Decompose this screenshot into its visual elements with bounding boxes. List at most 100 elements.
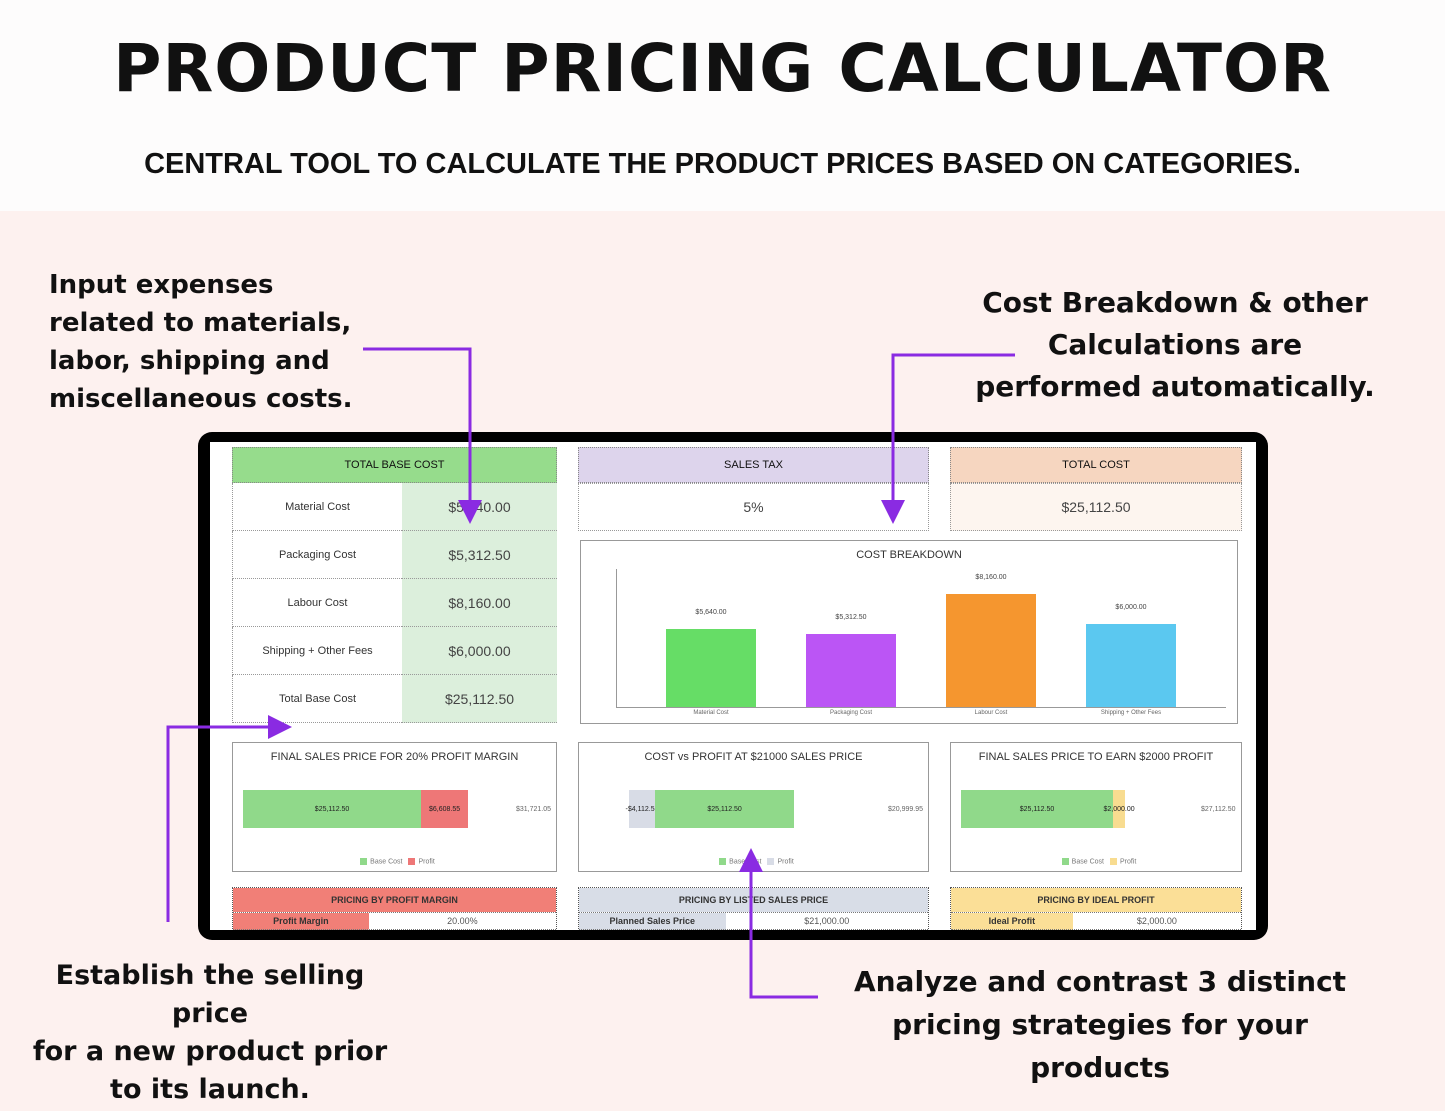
pricing-table: PRICING BY PROFIT MARGIN Profit Margin 20.… bbox=[232, 887, 557, 930]
cost-breakdown-chart: COST BREAKDOWN $5,640.00 Material Cost $5,… bbox=[580, 540, 1238, 724]
arrow-breakdown bbox=[881, 353, 1015, 524]
note-line: related to materials, bbox=[49, 308, 352, 338]
base-cost-value[interactable]: $6,000.00 bbox=[402, 627, 557, 675]
note-line: labor, shipping and bbox=[49, 346, 330, 376]
base-cost-label: Material Cost bbox=[232, 483, 402, 531]
page-title: PRODUCT PRICING CALCULATOR bbox=[113, 30, 1332, 107]
page-subtitle: CENTRAL TOOL TO CALCULATE THE PRODUCT PR… bbox=[144, 148, 1301, 180]
note-cost-breakdown: Cost Breakdown & other Calculations are … bbox=[960, 282, 1390, 408]
total-label: $20,999.95 bbox=[888, 806, 924, 813]
legend: Base Cost Profit bbox=[951, 857, 1241, 865]
sales-tax-header: SALES TAX bbox=[578, 447, 929, 483]
legend-label: Profit bbox=[777, 858, 794, 865]
bar-segment-base-cost: $25,112.50 bbox=[243, 790, 422, 828]
arrow-input bbox=[363, 347, 482, 524]
x-tick-label: Material Cost bbox=[693, 710, 729, 716]
pricing-table-row-partial bbox=[579, 929, 928, 930]
row-value[interactable]: $21,000.00 bbox=[804, 916, 850, 926]
sales-tax-value[interactable]: 5% bbox=[578, 483, 929, 531]
note-line: Calculations are bbox=[1047, 328, 1303, 361]
pricing-table-row: Ideal Profit $2,000.00 bbox=[951, 912, 1241, 929]
note-line: for a new product prior bbox=[32, 1036, 388, 1067]
bar bbox=[806, 633, 896, 707]
row-label: Planned Sales Price bbox=[579, 913, 726, 929]
row-label: Ideal Profit bbox=[951, 913, 1073, 929]
note-establish-price: Establish the selling price for a new pr… bbox=[20, 957, 400, 1109]
base-cost-value[interactable]: $8,160.00 bbox=[402, 579, 557, 627]
base-cost-label: Shipping + Other Fees bbox=[232, 627, 402, 675]
base-cost-label: Labour Cost bbox=[232, 579, 402, 627]
chart-title: FINAL SALES PRICE TO EARN $2000 PROFIT bbox=[978, 751, 1214, 763]
pricing-table-row-partial bbox=[951, 929, 1241, 930]
arrow-analyze bbox=[739, 848, 818, 999]
bar-data-label: $5,312.50 bbox=[835, 613, 867, 621]
bar-data-label: $6,000.00 bbox=[1115, 604, 1147, 612]
note-line: Cost Breakdown & other bbox=[982, 286, 1368, 319]
total-cost-value: $25,112.50 bbox=[950, 483, 1242, 531]
pricing-table-header: PRICING BY PROFIT MARGIN bbox=[233, 888, 556, 912]
note-line: pricing strategies for your products bbox=[892, 1008, 1308, 1084]
legend-label: Base Cost bbox=[1071, 858, 1104, 865]
chart-title: COST BREAKDOWN bbox=[856, 549, 962, 561]
pricing-table-row: Planned Sales Price $21,000.00 bbox=[579, 912, 928, 929]
pricing-table-header: PRICING BY LISTED SALES PRICE bbox=[579, 888, 928, 912]
header-band bbox=[0, 0, 1445, 211]
total-label: $31,721.05 bbox=[516, 806, 552, 813]
note-line: Analyze and contrast 3 distinct bbox=[853, 965, 1347, 998]
legend-swatch bbox=[1109, 857, 1117, 865]
legend-swatch bbox=[360, 857, 368, 865]
chart-title: COST vs PROFIT AT $21000 SALES PRICE bbox=[644, 751, 863, 763]
legend-swatch bbox=[719, 857, 727, 865]
note-input-expenses: Input expenses related to materials, lab… bbox=[49, 266, 352, 418]
note-line: Input expenses bbox=[49, 270, 274, 300]
row-value[interactable]: $2,000.00 bbox=[1136, 916, 1177, 926]
legend-swatch bbox=[408, 857, 416, 865]
bar-segment-profit: -$4,112.55 bbox=[626, 790, 659, 828]
pricing-table: PRICING BY IDEAL PROFIT Ideal Profit $2,00… bbox=[950, 887, 1242, 930]
legend-label: Profit bbox=[418, 858, 435, 865]
x-axis bbox=[616, 707, 1226, 708]
x-tick-label: Labour Cost bbox=[974, 710, 1008, 716]
bar bbox=[1086, 624, 1176, 707]
chart-title: FINAL SALES PRICE FOR 20% PROFIT MARGIN bbox=[270, 751, 519, 763]
base-cost-value[interactable]: $25,112.50 bbox=[402, 675, 557, 723]
spreadsheet: TOTAL BASE COST Material Cost $5,640.00 Pa… bbox=[210, 442, 1256, 930]
bar bbox=[946, 594, 1036, 707]
x-tick-label: Shipping + Other Fees bbox=[1100, 710, 1162, 716]
arrow-establish bbox=[166, 715, 292, 922]
legend-label: Base Cost bbox=[370, 858, 403, 865]
pricing-table-row: Profit Margin 20.00% bbox=[233, 912, 556, 929]
note-line: miscellaneous costs. bbox=[49, 384, 353, 414]
note-line: performed automatically. bbox=[975, 370, 1375, 403]
y-axis bbox=[616, 569, 617, 707]
bar-segment-profit: $2,000.00 bbox=[1103, 790, 1135, 828]
pricing-table: PRICING BY LISTED SALES PRICE Planned Sal… bbox=[578, 887, 929, 930]
base-cost-label: Total Base Cost bbox=[232, 675, 402, 723]
total-label: $27,112.50 bbox=[1201, 806, 1236, 813]
bar bbox=[666, 629, 756, 707]
legend-swatch bbox=[1061, 857, 1069, 865]
legend: Base Cost Profit bbox=[233, 857, 556, 865]
row-value[interactable]: 20.00% bbox=[447, 916, 478, 926]
stacked-bar-chart: FINAL SALES PRICE FOR 20% PROFIT MARGIN $… bbox=[232, 742, 557, 872]
bar-data-label: $5,640.00 bbox=[695, 609, 727, 617]
row-label: Profit Margin bbox=[233, 913, 369, 929]
note-line: Establish the selling price bbox=[55, 960, 365, 1029]
legend-label: Profit bbox=[1119, 858, 1137, 865]
bar-segment-base-cost: $25,112.50 bbox=[655, 790, 795, 828]
base-cost-label: Packaging Cost bbox=[232, 531, 402, 579]
note-analyze-strategies: Analyze and contrast 3 distinct pricing … bbox=[820, 960, 1380, 1089]
base-cost-header: TOTAL BASE COST bbox=[232, 447, 557, 483]
bar-data-label: $8,160.00 bbox=[975, 574, 1007, 582]
bar-segment-profit: $6,608.55 bbox=[421, 790, 468, 828]
note-line: to its launch. bbox=[110, 1074, 310, 1105]
legend-swatch bbox=[767, 857, 775, 865]
x-tick-label: Packaging Cost bbox=[829, 710, 873, 716]
stacked-bar-chart: FINAL SALES PRICE TO EARN $2000 PROFIT $2… bbox=[950, 742, 1242, 872]
base-cost-value[interactable]: $5,312.50 bbox=[402, 531, 557, 579]
pricing-table-header: PRICING BY IDEAL PROFIT bbox=[951, 888, 1241, 912]
spreadsheet-screenshot-frame: TOTAL BASE COST Material Cost $5,640.00 Pa… bbox=[198, 432, 1268, 940]
total-cost-header: TOTAL COST bbox=[950, 447, 1242, 483]
bar-segment-base-cost: $25,112.50 bbox=[961, 790, 1113, 828]
